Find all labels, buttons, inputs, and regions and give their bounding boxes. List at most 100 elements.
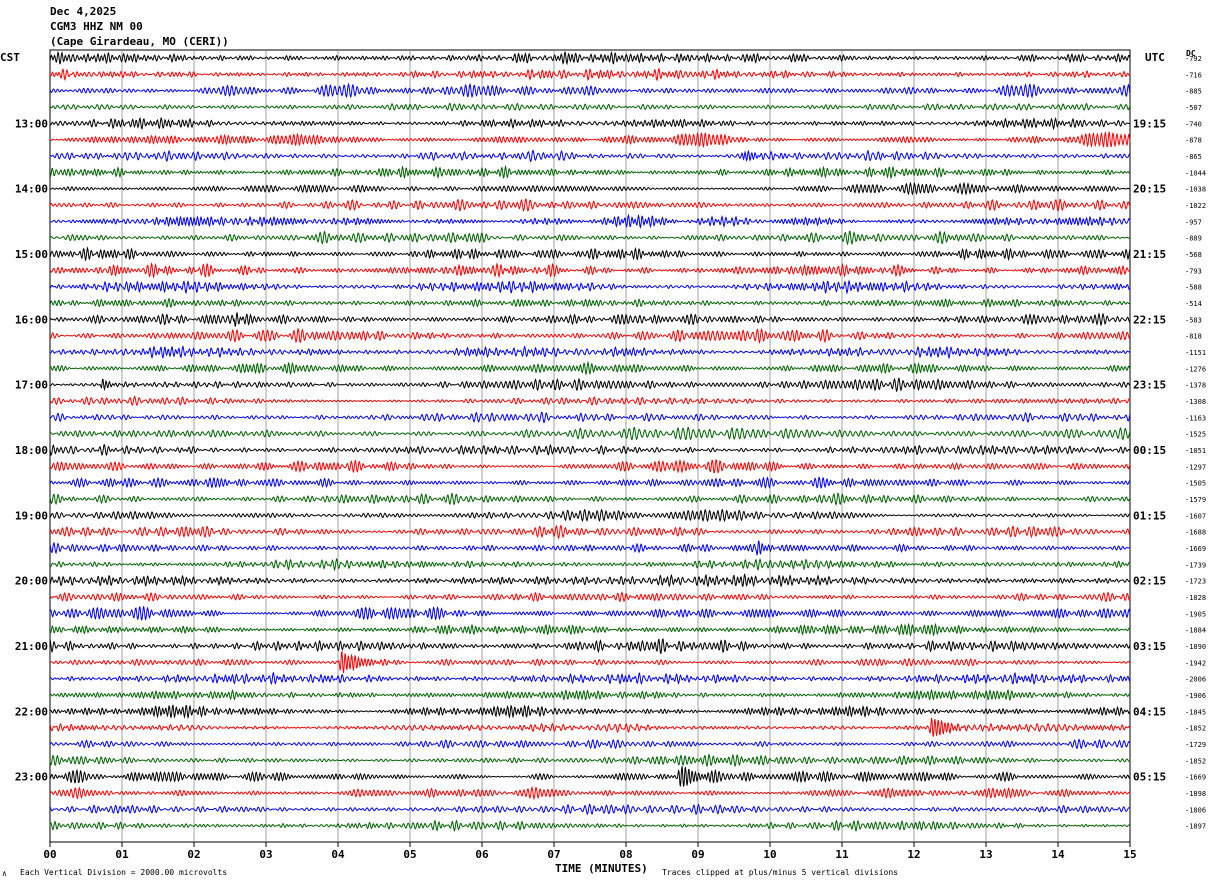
trace-line (49, 785, 1131, 801)
trace-line (49, 738, 1131, 750)
cst-time-label: 22:00 (15, 705, 48, 718)
trace-line (49, 638, 1131, 654)
x-tick-label: 14 (1051, 848, 1065, 861)
dc-offset-label: -865 (1185, 153, 1202, 161)
x-tick-label: 13 (979, 848, 992, 861)
plot-date: Dec 4,2025 (50, 5, 117, 18)
trace-line (49, 312, 1131, 327)
dc-offset-label: -885 (1185, 88, 1202, 96)
trace-line (49, 82, 1131, 99)
utc-time-label: 02:15 (1133, 575, 1166, 588)
trace-line (49, 377, 1131, 393)
utc-time-label: 04:15 (1133, 705, 1166, 718)
dc-offset-label: -740 (1185, 120, 1202, 128)
utc-time-label: 20:15 (1133, 183, 1166, 196)
dc-offset-label: -1505 (1185, 480, 1206, 488)
x-tick-label: 12 (907, 848, 920, 861)
cst-time-label: 17:00 (15, 379, 48, 392)
trace-line (49, 131, 1131, 149)
dc-offset-label: -1884 (1185, 627, 1206, 635)
utc-time-label: 19:15 (1133, 117, 1166, 130)
trace-line (49, 508, 1131, 523)
x-tick-label: 10 (763, 848, 776, 861)
x-tick-label: 05 (403, 848, 416, 861)
x-tick-label: 07 (547, 848, 560, 861)
x-tick-label: 09 (691, 848, 704, 861)
trace-line (49, 766, 1131, 787)
trace-line (49, 213, 1131, 229)
dc-offset-label: -1276 (1185, 365, 1206, 373)
dc-offset-label: -1022 (1185, 202, 1206, 210)
dc-offset-label: -1669 (1185, 774, 1206, 782)
cst-time-label: 18:00 (15, 444, 48, 457)
trace-line (49, 360, 1131, 376)
trace-line (49, 605, 1131, 621)
trace-line (49, 671, 1131, 685)
trace-line (49, 181, 1131, 196)
clip-note: Traces clipped at plus/minus 5 vertical … (662, 868, 899, 877)
cst-time-label: 20:00 (15, 575, 48, 588)
x-tick-label: 08 (619, 848, 632, 861)
dc-offset-label: -957 (1185, 218, 1202, 226)
utc-time-label: 03:15 (1133, 640, 1166, 653)
dc-offset-label: -1723 (1185, 578, 1206, 586)
dc-offset-label: -1806 (1185, 806, 1206, 814)
x-axis-title: TIME (MINUTES) (555, 862, 648, 875)
trace-line (49, 262, 1131, 279)
x-tick-label: 06 (475, 848, 489, 861)
x-tick-label: 03 (259, 848, 272, 861)
cst-time-label: 13:00 (15, 117, 48, 130)
dc-offset-label: -818 (1185, 333, 1202, 341)
dc-offset-label: -1378 (1185, 382, 1206, 390)
dc-offset-label: -1890 (1185, 643, 1206, 651)
trace-line (49, 411, 1131, 424)
dc-offset-label: -716 (1185, 71, 1202, 79)
trace-line (49, 230, 1131, 246)
station-code: CGM3 HHZ NM 00 (50, 20, 143, 33)
trace-line (49, 444, 1131, 457)
dc-offset-label: -514 (1185, 300, 1202, 308)
dc-offset-label: -1607 (1185, 512, 1206, 520)
dc-offset-label: -1688 (1185, 529, 1206, 537)
dc-offset-label: -1297 (1185, 463, 1206, 471)
utc-time-label: 00:15 (1133, 444, 1166, 457)
utc-time-label: 01:15 (1133, 509, 1166, 522)
trace-line (49, 102, 1131, 112)
dc-offset-label: -1051 (1185, 447, 1206, 455)
dc-offset-label: -792 (1185, 55, 1202, 63)
dc-offset-label: -1669 (1185, 545, 1206, 553)
dc-offset-label: -793 (1185, 267, 1202, 275)
trace-line (49, 327, 1131, 345)
dc-offset-label: -1525 (1185, 431, 1206, 439)
x-tick-label: 11 (835, 848, 849, 861)
x-tick-label: 04 (331, 848, 345, 861)
trace-line (49, 149, 1131, 163)
dc-offset-label: -568 (1185, 251, 1202, 259)
dc-offset-label: -878 (1185, 137, 1202, 145)
dc-offset-label: -889 (1185, 235, 1202, 243)
dc-offset-label: -1308 (1185, 398, 1206, 406)
trace-line (49, 426, 1131, 441)
dc-offset-label: -583 (1185, 316, 1202, 324)
dc-offset-label: -1739 (1185, 561, 1206, 569)
dc-offset-label: -2006 (1185, 676, 1206, 684)
dc-offset-label: -1828 (1185, 594, 1206, 602)
corner-mark-icon: ∧ (2, 869, 7, 878)
dc-offset-label: -1852 (1185, 725, 1206, 733)
dc-offset-label: -1044 (1185, 169, 1206, 177)
plot-frame (49, 49, 1131, 843)
dc-offset-label: -1898 (1185, 790, 1206, 798)
trace-line (49, 573, 1131, 588)
trace-line (49, 704, 1131, 720)
trace-line (49, 116, 1131, 131)
cst-time-label: 19:00 (15, 509, 48, 522)
x-tick-label: 00 (43, 848, 56, 861)
utc-axis-label: UTC (1145, 51, 1165, 64)
cst-time-label: 16:00 (15, 313, 48, 326)
x-tick-label: 01 (115, 848, 129, 861)
dc-column-label: DC (1186, 49, 1196, 58)
trace-line (49, 345, 1131, 360)
x-tick-label: 15 (1123, 848, 1136, 861)
utc-time-label: 22:15 (1133, 313, 1166, 326)
dc-offset-label: -1897 (1185, 823, 1206, 831)
